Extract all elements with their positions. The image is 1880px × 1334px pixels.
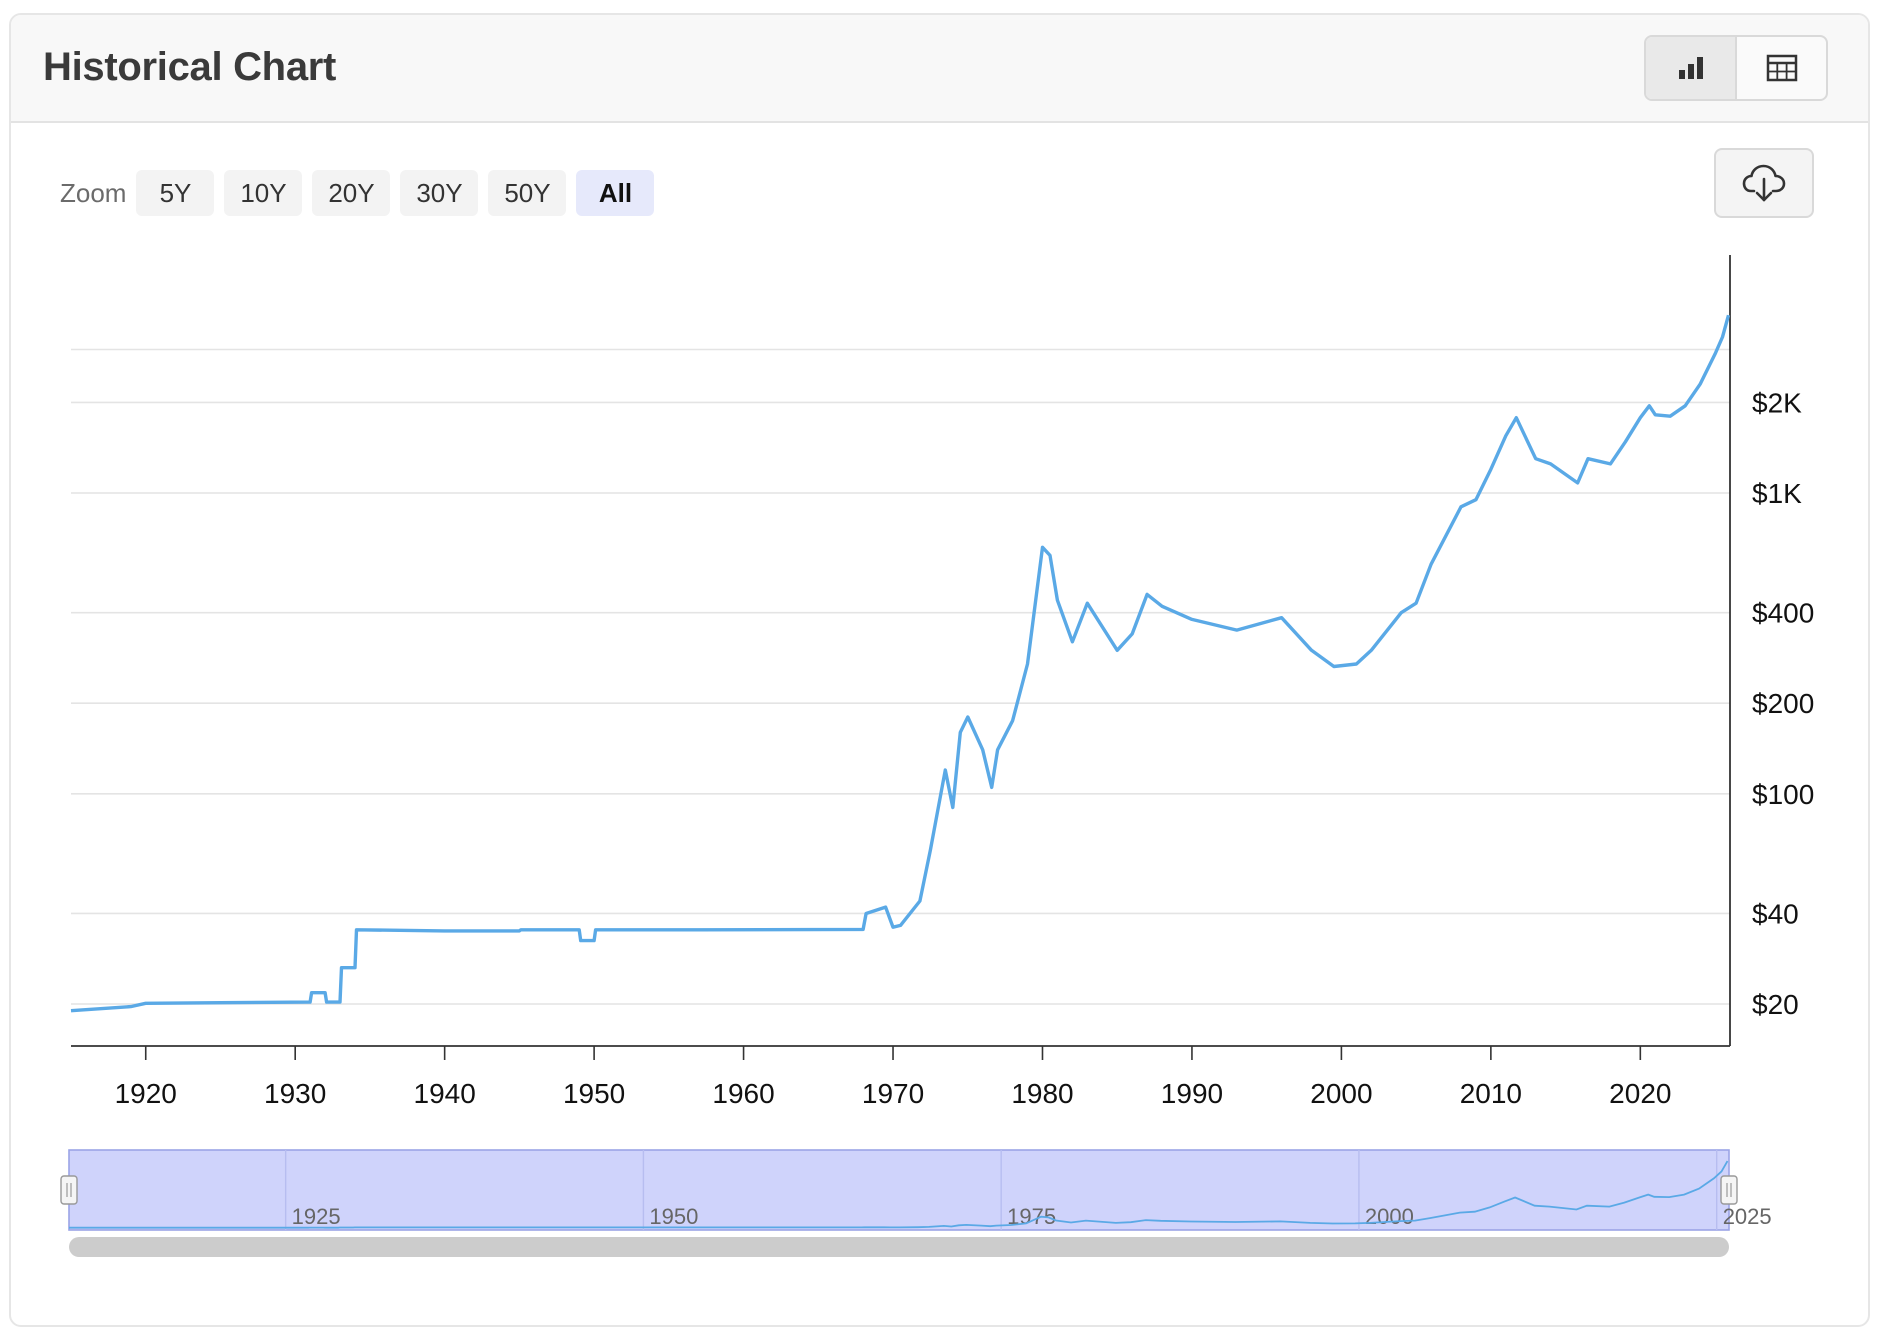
x-tick-label: 1960 (712, 1078, 774, 1109)
x-tick-label: 1950 (563, 1078, 625, 1109)
navigator-scrollbar[interactable] (69, 1237, 1729, 1257)
navigator-series-line (69, 1160, 1729, 1229)
navigator-tick-label: 1925 (292, 1204, 341, 1229)
navigator-tick-label: 2000 (1365, 1204, 1414, 1229)
cloud-download-icon (1742, 164, 1786, 202)
x-tick-label: 1930 (264, 1078, 326, 1109)
download-button[interactable] (1714, 148, 1814, 218)
x-tick-label: 2020 (1609, 1078, 1671, 1109)
zoom-20y-button[interactable]: 20Y (312, 170, 391, 216)
x-tick-label: 1990 (1161, 1078, 1223, 1109)
y-tick-label: $1K (1752, 478, 1802, 509)
x-tick-label: 2010 (1460, 1078, 1522, 1109)
x-tick-label: 1920 (115, 1078, 177, 1109)
chart-view-button[interactable] (1646, 37, 1737, 99)
historical-chart-card: Historical Chart (9, 13, 1870, 1327)
navigator-right-handle[interactable] (1720, 1175, 1738, 1205)
zoom-30y-button[interactable]: 30Y (400, 170, 479, 216)
y-tick-label: $200 (1752, 688, 1814, 719)
table-view-button[interactable] (1737, 37, 1826, 99)
x-tick-label: 1940 (414, 1078, 476, 1109)
price-series-line (70, 314, 1731, 1013)
bar-chart-icon (1678, 57, 1703, 79)
y-tick-label: $400 (1752, 598, 1814, 629)
card-title: Historical Chart (43, 45, 337, 89)
y-tick-label: $100 (1752, 779, 1814, 810)
navigator-tick-label: 1950 (649, 1204, 698, 1229)
table-icon (1766, 54, 1797, 82)
y-tick-label: $20 (1752, 989, 1799, 1020)
x-tick-label: 2000 (1310, 1078, 1372, 1109)
navigator-left-handle[interactable] (60, 1175, 78, 1205)
view-toggle (1644, 35, 1828, 101)
zoom-controls: Zoom 5Y 10Y 20Y 30Y 50Y All (60, 169, 664, 217)
card-header: Historical Chart (11, 15, 1868, 123)
zoom-10y-button[interactable]: 10Y (224, 170, 303, 216)
zoom-all-button[interactable]: All (576, 170, 655, 216)
zoom-label: Zoom (60, 177, 127, 208)
navigator-tick-label: 2025 (1723, 1204, 1772, 1229)
y-tick-label: $40 (1752, 898, 1799, 929)
y-tick-label: $2K (1752, 387, 1802, 418)
zoom-5y-button[interactable]: 5Y (136, 170, 215, 216)
zoom-50y-button[interactable]: 50Y (488, 170, 567, 216)
x-tick-label: 1970 (862, 1078, 924, 1109)
x-tick-label: 1980 (1011, 1078, 1073, 1109)
navigator-selection[interactable] (68, 1149, 1730, 1231)
